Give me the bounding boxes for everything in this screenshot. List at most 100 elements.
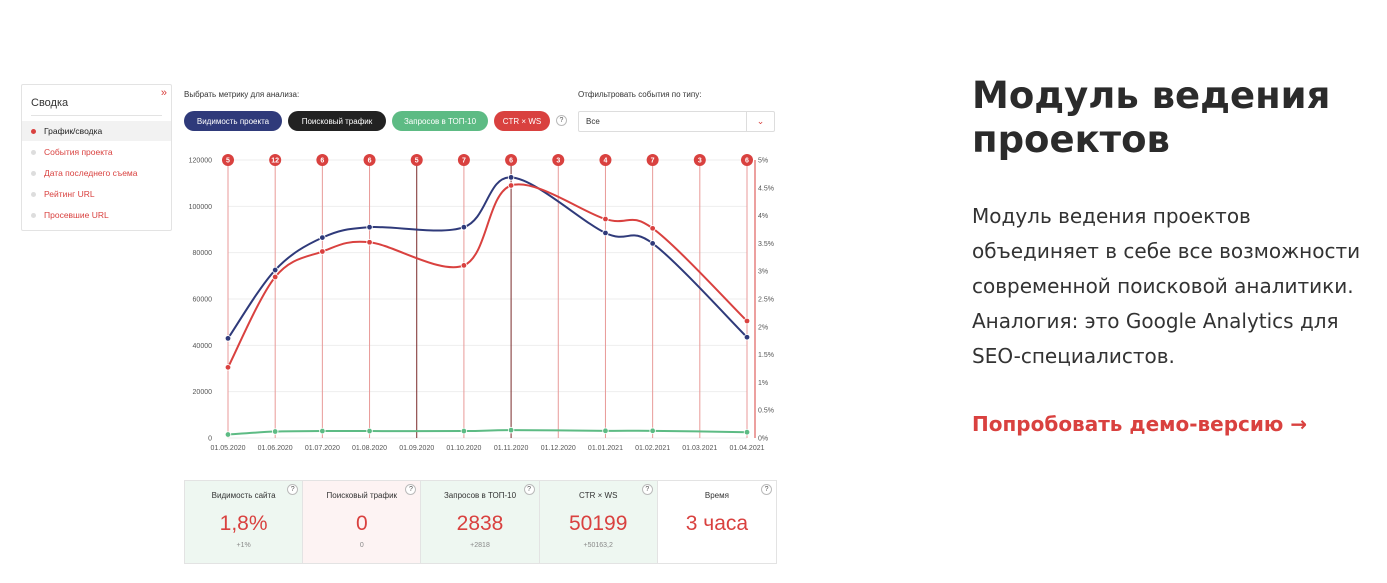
bullet-icon [31,149,36,155]
sidebar-item-project-events[interactable]: События проекта [22,142,171,162]
event-badge [269,154,282,166]
y2-tick-label: 4.5% [758,185,774,192]
sidebar-item-label: События проекта [44,147,113,157]
try-demo-link[interactable]: Попробовать демо-версию → [972,412,1308,436]
data-point [224,431,232,438]
stat-delta: +1% [236,542,251,549]
collapse-icon[interactable]: » [160,87,167,99]
data-point [366,223,373,231]
y2-tick-label: 4% [758,213,768,220]
data-point [649,225,656,232]
x-tick-label: 01.12.2020 [541,445,576,452]
x-tick-label: 01.04.2021 [729,445,764,452]
data-point [366,427,373,435]
series-line [227,429,748,436]
series-line [227,176,748,339]
x-tick-label: 01.09.2020 [399,445,434,452]
divider [31,115,162,116]
help-icon[interactable]: ? [641,484,653,495]
help-icon[interactable]: ? [405,484,417,495]
y-tick-label: 40000 [193,343,213,350]
x-tick-label: 01.02.2021 [635,445,670,452]
pill-top10-queries[interactable]: Запросов в ТОП-10 [392,111,488,131]
data-point [271,266,279,274]
sidebar-item-chart-summary[interactable]: График/сводка [22,121,171,141]
bullet-icon [31,191,36,197]
data-point [460,262,468,269]
event-count: 3 [556,158,560,165]
sidebar-item-dropped-urls[interactable]: Просевшие URL [22,205,171,225]
stat-label: Поисковый трафик [326,491,398,500]
bullet-icon [31,212,36,218]
stat-search-traffic: Поисковый трафик 0 0 ? [303,481,422,563]
y2-tick-label: 0.5% [758,408,774,415]
series-line [227,183,748,368]
y-tick-label: 0 [208,436,212,443]
sidebar-item-url-rating[interactable]: Рейтинг URL [22,184,171,204]
stat-delta: +2818 [470,542,490,549]
event-count: 3 [698,158,702,165]
y2-tick-label: 2.5% [758,297,774,304]
sidebar-item-last-crawl-date[interactable]: Дата последнего съема [22,163,171,183]
metric-selector-label: Выбрать метрику для анализа: [184,90,300,99]
data-point [507,426,515,434]
data-point [366,239,373,246]
help-icon[interactable]: ? [761,484,773,495]
data-point [460,223,468,231]
data-point [602,215,609,223]
event-filter-label: Отфильтровать события по типу: [578,90,702,99]
event-badge [552,154,565,166]
stats-panel: Видимость сайта 1,8% +1% ? Поисковый тра… [184,480,777,564]
y-tick-label: 20000 [193,389,213,396]
stat-label: CTR × WS [578,491,618,500]
stat-delta: 0 [359,542,364,549]
y2-tick-label: 1% [758,380,768,387]
y2-tick-label: 1.5% [758,352,774,359]
data-point [649,240,656,247]
event-count: 4 [604,158,608,165]
pill-search-traffic[interactable]: Поисковый трафик [288,111,386,131]
bullet-icon [31,128,36,134]
sidebar-title: Сводка [31,97,69,109]
stat-label: Запросов в ТОП-10 [443,491,517,500]
x-tick-label: 01.11.2020 [494,445,529,452]
y2-tick-label: 3% [758,269,768,276]
event-badge [599,154,612,166]
event-count: 7 [462,158,466,165]
help-icon[interactable]: ? [523,484,535,495]
data-point [460,427,468,435]
sidebar-item-label: Дата последнего съема [44,168,138,178]
event-filter-value: Все [586,117,600,126]
sidebar-item-label: Просевшие URL [44,210,109,220]
stat-value: 50199 [569,512,628,535]
help-icon[interactable]: ? [556,115,567,126]
data-point [743,317,751,325]
chevron-down-icon[interactable]: ⌄ [746,112,774,131]
data-point [271,273,279,281]
pill-ctr-ws[interactable]: CTR × WS [494,111,550,131]
stat-time: Время 3 часа ? [657,481,777,563]
data-point [507,182,515,189]
promo-description: Модуль ведения проектов объединяет в себ… [972,204,1361,368]
event-badge [410,154,423,166]
event-count: 5 [226,158,230,165]
data-point [271,428,279,435]
stat-top10-queries: Запросов в ТОП-10 2838 +2818 ? [421,481,540,563]
x-tick-label: 01.05.2020 [210,445,245,452]
metrics-chart: 120000 100000 80000 60000 40000 20000 0 5% 4.5% 4… [189,154,774,452]
x-tick-label: 01.07.2020 [305,445,340,452]
data-point [319,427,326,435]
event-filter-select[interactable]: Все ⌄ [578,111,775,132]
stat-value: 1,8% [219,512,268,535]
y2-tick-label: 3.5% [758,241,774,248]
event-badge [741,154,753,166]
event-count: 6 [509,158,513,165]
stat-value: 0 [355,512,368,535]
pill-visibility[interactable]: Видимость проекта [184,111,282,131]
y2-tick-label: 0% [758,436,768,443]
help-icon[interactable]: ? [287,484,299,495]
data-point [224,364,232,371]
stat-delta: +50163,2 [583,542,613,549]
data-point [649,427,656,435]
data-point [602,427,609,435]
